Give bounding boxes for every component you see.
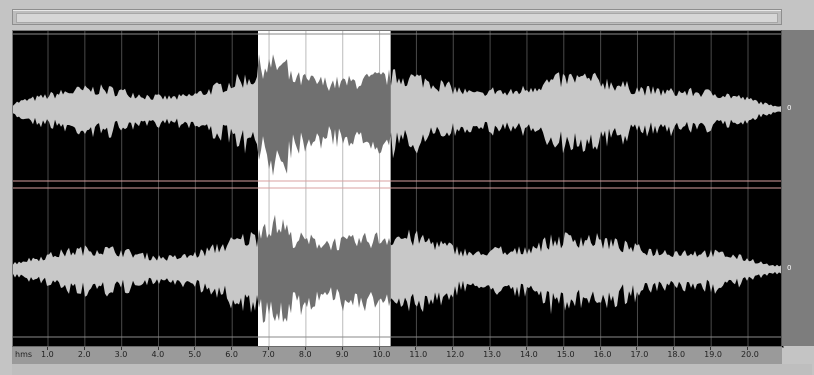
time-tick-mark <box>120 347 122 350</box>
time-tick-label: 15.0 <box>556 350 575 359</box>
time-tick-label: 12.0 <box>446 350 465 359</box>
time-tick-mark <box>157 347 159 350</box>
time-tick-label: 17.0 <box>630 350 649 359</box>
time-tick-mark <box>83 347 85 350</box>
time-tick-mark <box>747 347 748 350</box>
time-tick-mark <box>268 347 270 350</box>
time-tick-mark <box>489 347 491 350</box>
time-ruler[interactable]: hms 1.0 2.0 3.0 4.0 5.0 6.0 7.0 8.0 9.0 10.0 11.0 1… <box>12 346 782 365</box>
right-channel-zero-label: 0 <box>787 264 792 272</box>
time-tick-mark <box>415 347 417 350</box>
time-tick-label: 7.0 <box>262 350 275 359</box>
left-channel-waveform <box>13 54 783 176</box>
right-channel-waveform-selected <box>258 214 391 323</box>
time-tick-mark <box>378 347 380 350</box>
time-tick-label: 14.0 <box>519 350 538 359</box>
time-tick-mark <box>194 347 196 350</box>
time-tick-mark <box>452 347 454 350</box>
time-tick-mark <box>562 347 564 350</box>
time-tick-label: 5.0 <box>188 350 202 359</box>
waveform-display[interactable] <box>12 30 784 348</box>
time-tick-label: 13.0 <box>483 350 501 359</box>
time-tick-mark <box>304 347 306 350</box>
left-channel-waveform-selected <box>258 54 391 176</box>
left-channel-zero-label: 0 <box>787 104 792 112</box>
time-tick-mark <box>636 347 638 350</box>
status-strip <box>12 364 812 375</box>
time-tick-mark <box>673 347 675 350</box>
time-tick-mark <box>710 347 712 350</box>
right-channel-waveform <box>13 214 783 323</box>
time-tick-label: 20.0 <box>741 350 759 359</box>
time-tick-mark <box>525 347 527 350</box>
time-tick-label: 16.0 <box>593 350 612 359</box>
time-tick-mark <box>47 347 48 350</box>
amplitude-ruler: 0 0 <box>781 30 814 346</box>
time-tick-mark <box>231 347 233 350</box>
time-tick-label: 8.0 <box>298 350 312 359</box>
horizontal-scrollbar[interactable] <box>12 9 782 25</box>
time-unit-label: hms <box>15 350 33 359</box>
time-tick-label: 9.0 <box>335 350 349 359</box>
waveform-canvas[interactable] <box>13 31 783 347</box>
time-tick-label: 18.0 <box>667 350 686 359</box>
time-tick-mark <box>599 347 601 350</box>
scrollbar-thumb[interactable] <box>16 13 778 23</box>
time-tick-label: 3.0 <box>114 350 128 359</box>
time-tick-label: 10.0 <box>372 350 391 359</box>
time-tick-label: 19.0 <box>704 350 722 359</box>
time-tick-mark <box>341 347 343 350</box>
time-tick-label: 1.0 <box>41 350 54 359</box>
time-tick-label: 2.0 <box>77 350 91 359</box>
time-tick-label: 6.0 <box>225 350 238 359</box>
time-tick-label: 11.0 <box>409 350 428 359</box>
time-tick-label: 4.0 <box>151 350 165 359</box>
